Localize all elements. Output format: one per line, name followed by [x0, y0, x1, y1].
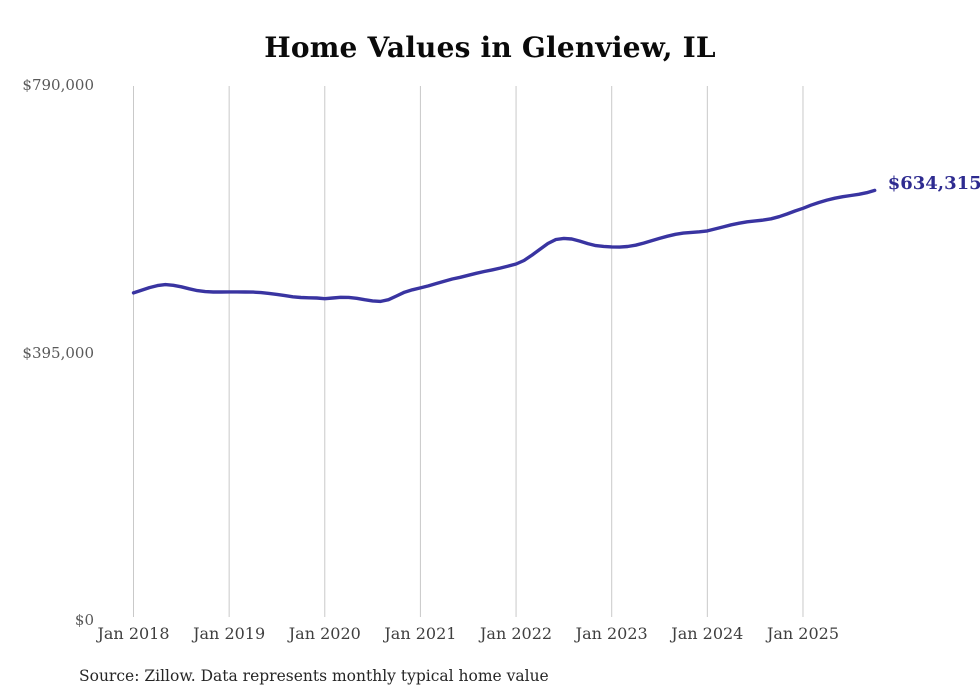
chart-title: Home Values in Glenview, IL	[264, 31, 716, 64]
x-axis-tick-label: Jan 2019	[193, 624, 266, 643]
x-axis-tick-label: Jan 2025	[766, 624, 839, 643]
x-axis-tick-label: Jan 2018	[97, 624, 170, 643]
x-axis-tick-label: Jan 2020	[288, 624, 361, 643]
gridlines	[133, 86, 804, 617]
x-axis-tick-label: Jan 2021	[384, 624, 457, 643]
y-axis-tick-label: $790,000	[22, 76, 94, 94]
y-axis-tick-label: $0	[74, 611, 94, 629]
home-value-line	[131, 188, 877, 304]
x-axis-tick-label: Jan 2024	[671, 624, 744, 643]
x-axis-tick-label: Jan 2023	[575, 624, 648, 643]
source-note: Source: Zillow. Data represents monthly …	[79, 667, 549, 685]
y-axis-tick-label: $395,000	[22, 343, 94, 362]
latest-value-label: $634,315	[887, 173, 980, 195]
x-axis-tick-label: Jan 2022	[480, 624, 553, 643]
